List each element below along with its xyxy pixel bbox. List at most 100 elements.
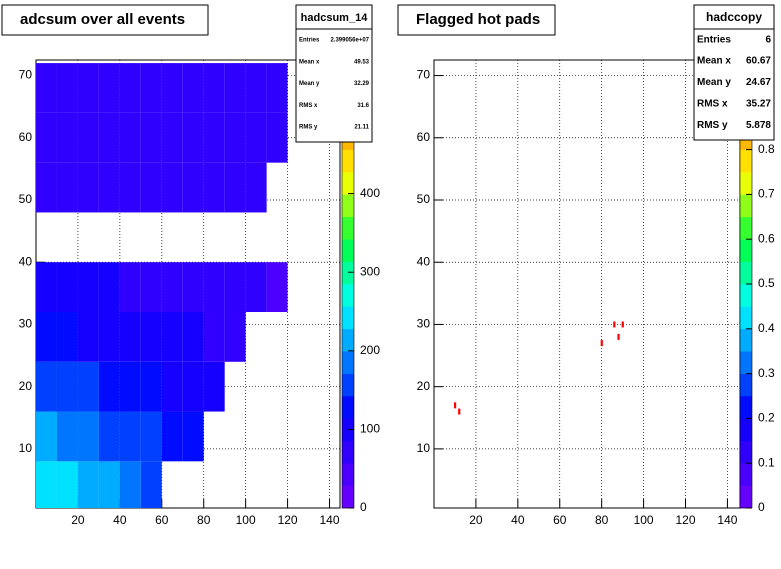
heatmap-cell <box>245 112 267 163</box>
heatmap-cell <box>56 63 78 113</box>
heatmap-cell <box>36 461 57 508</box>
heatmap-cell <box>98 411 120 462</box>
heatmap-cell <box>77 162 99 213</box>
heatmap-cell <box>203 63 225 113</box>
palette-band <box>342 306 354 330</box>
palette-band <box>342 328 354 352</box>
heatmap-cell <box>245 162 267 213</box>
x-tick-label: 140 <box>717 513 737 527</box>
heatmap-cell <box>98 312 120 362</box>
heatmap-cell <box>266 63 288 113</box>
stats-value: 6 <box>765 34 771 45</box>
palette-band <box>342 194 354 218</box>
stats-value: 24.67 <box>746 77 771 88</box>
palette-band <box>740 194 752 218</box>
heatmap-cell <box>182 63 204 113</box>
heatmap-cell <box>77 112 99 163</box>
x-tick-label: 80 <box>197 513 211 527</box>
z-tick-label: 0.2 <box>758 411 775 425</box>
y-tick-label: 10 <box>417 441 431 455</box>
hot-pad-cell <box>617 333 620 340</box>
palette-band <box>740 418 752 442</box>
y-tick-label: 40 <box>417 254 431 268</box>
heatmap-cell <box>161 411 183 462</box>
x-tick-label: 120 <box>278 513 298 527</box>
y-tick-label: 70 <box>19 68 33 82</box>
y-tick-label: 30 <box>19 317 33 331</box>
heatmap-cell <box>224 162 246 213</box>
heatmap-cell <box>56 411 78 462</box>
y-tick-label: 70 <box>417 68 431 82</box>
heatmap-cell <box>182 411 204 462</box>
x-tick-label: 100 <box>634 513 654 527</box>
stats-value: 35.27 <box>746 99 771 110</box>
stats-value: 49.53 <box>354 59 370 65</box>
palette-band <box>740 284 752 307</box>
heatmap-cell <box>224 312 246 362</box>
palette-band <box>740 261 752 285</box>
stats-value: 2.399056e+07 <box>330 37 369 43</box>
heatmap-cell <box>98 63 120 113</box>
x-tick-label: 60 <box>553 513 567 527</box>
stats-label: Entries <box>697 34 731 45</box>
heatmap-cell <box>98 361 120 412</box>
heatmap-cell <box>140 162 162 213</box>
heatmap-cell <box>224 63 246 113</box>
palette-band <box>342 172 354 195</box>
y-tick-label: 20 <box>417 379 431 393</box>
x-tick-label: 80 <box>595 513 609 527</box>
stats-label: Mean x <box>697 56 731 67</box>
heatmap-cell <box>140 312 162 362</box>
heatmap-cell <box>161 312 183 362</box>
heatmap-cell <box>161 112 183 163</box>
z-tick-label: 0 <box>360 500 367 514</box>
heatmap-cell <box>203 262 225 312</box>
palette-band <box>342 239 354 262</box>
heatmap-cell <box>119 461 141 508</box>
heatmap-cell <box>77 461 99 508</box>
z-tick-label: 400 <box>360 186 380 200</box>
palette-band <box>342 485 354 509</box>
heatmap-cell <box>203 361 225 412</box>
y-tick-label: 50 <box>19 192 33 206</box>
heatmap-cell <box>77 361 99 412</box>
heatmap-cell <box>98 162 120 213</box>
heatmap-cell <box>224 262 246 312</box>
palette-band <box>740 306 752 330</box>
z-tick-label: 0.6 <box>758 231 775 245</box>
z-tick-label: 0.5 <box>758 276 775 290</box>
heatmap-cell <box>36 411 57 462</box>
x-tick-label: 40 <box>511 513 525 527</box>
z-tick-label: 0.8 <box>758 142 775 156</box>
stats-label: Mean x <box>299 59 320 65</box>
stats-box <box>693 4 775 141</box>
stats-value: 5.878 <box>746 120 771 131</box>
heatmap-cell <box>36 63 57 113</box>
y-tick-label: 40 <box>19 254 33 268</box>
heatmap-cell <box>36 262 57 312</box>
palette-band <box>740 149 752 173</box>
hot-pad-cell <box>600 340 603 347</box>
hot-pad-cell <box>453 402 457 409</box>
z-tick-label: 100 <box>360 422 380 436</box>
heatmap-cell <box>266 262 288 312</box>
x-tick-label: 140 <box>320 513 340 527</box>
heatmap-cell <box>56 461 78 508</box>
stats-label: Mean y <box>299 81 320 87</box>
heatmap-cell <box>119 312 141 362</box>
palette-band <box>342 261 354 285</box>
heatmap-cell <box>203 112 225 163</box>
hot-pad-cell <box>458 408 461 415</box>
heatmap-cell <box>36 312 57 362</box>
heatmap-cell <box>140 411 162 462</box>
heatmap-cell <box>98 461 120 508</box>
stats-label: Mean y <box>697 77 731 88</box>
palette-band <box>342 463 354 486</box>
heatmap-cell <box>77 312 99 362</box>
heatmap-cell <box>182 361 204 412</box>
palette-band <box>342 216 354 240</box>
y-tick-label: 20 <box>19 379 33 393</box>
y-tick-label: 60 <box>19 130 33 144</box>
palette-band <box>342 396 354 419</box>
palette-band <box>740 172 752 195</box>
